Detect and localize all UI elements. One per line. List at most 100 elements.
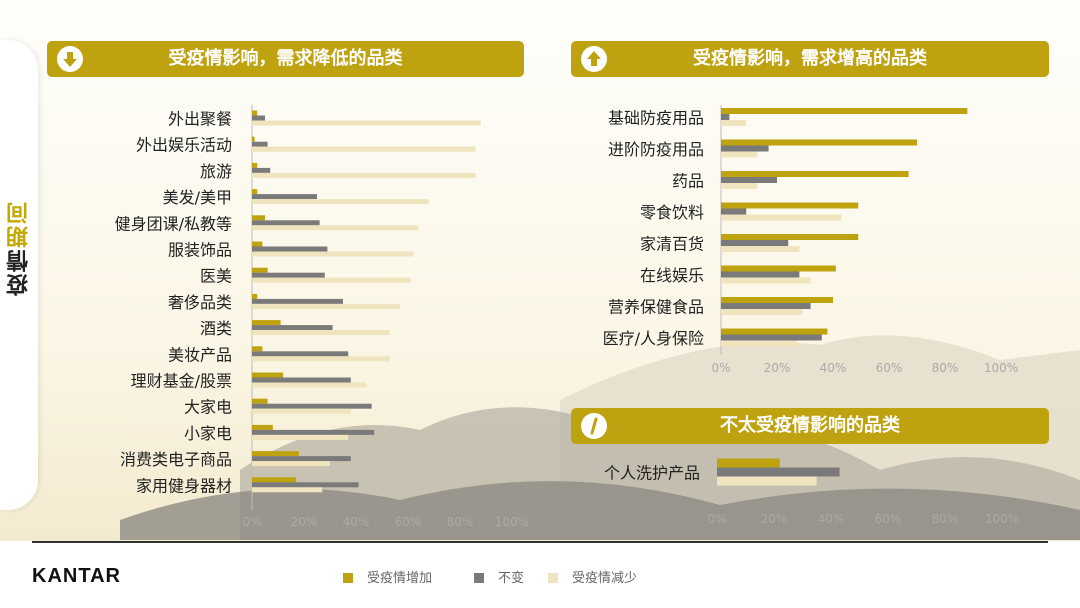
chart-neutral-tick-label: 40% xyxy=(818,512,845,526)
chart-decrease-category-label: 美发/美甲 xyxy=(163,188,232,207)
chart-increase-bar-increase xyxy=(721,139,917,146)
chart-increase-category-label: 营养保健食品 xyxy=(608,298,704,317)
chart-decrease-bar-increase xyxy=(252,320,281,326)
arrow-down-icon xyxy=(57,46,83,72)
chart-decrease-tick-label: 0% xyxy=(242,515,261,529)
chart-decrease-category-label: 健身团课/私教等 xyxy=(115,214,232,233)
chart-decrease-tick-label: 100% xyxy=(495,515,529,529)
chart-neutral-bar-increase xyxy=(717,458,780,468)
header-neutral: 不太受疫情影响的品类 xyxy=(571,408,1049,444)
chart-neutral-tick-label: 100% xyxy=(985,512,1019,526)
chart-increase-bar-increase xyxy=(721,234,859,240)
chart-increase-category-label: 家清百货 xyxy=(640,235,704,254)
chart-increase-bar-decrease xyxy=(721,277,811,284)
header-increase-title: 受疫情影响，需求增高的品类 xyxy=(693,48,927,69)
chart-decrease-bar-increase xyxy=(252,293,258,299)
chart-increase-bar-same xyxy=(721,334,822,341)
chart-decrease-bar-same xyxy=(252,141,268,147)
chart-increase-category-label: 进阶防疫用品 xyxy=(608,140,704,159)
chart-increase-tick-label: 80% xyxy=(932,361,959,375)
chart-increase-bar-decrease xyxy=(721,340,797,347)
side-tab xyxy=(0,40,38,510)
chart-increase-bar-decrease xyxy=(721,309,803,315)
chart-decrease-bar-same xyxy=(252,272,325,278)
chart-increase-category-label: 在线娱乐 xyxy=(640,266,704,285)
chart-increase-bar-decrease xyxy=(721,246,800,252)
chart-decrease-category-label: 家用健身器材 xyxy=(136,476,232,495)
chart-decrease-bar-decrease xyxy=(252,225,419,231)
chart-decrease-category-label: 小家电 xyxy=(184,424,232,443)
footer-divider xyxy=(32,541,1048,543)
chart-increase-category-label: 基础防疫用品 xyxy=(608,109,704,128)
chart-decrease-category-label: 旅游 xyxy=(200,162,232,181)
chart-decrease-bar-increase xyxy=(252,241,263,247)
chart-decrease-bar-decrease xyxy=(252,408,351,414)
chart-decrease-bar-same xyxy=(252,377,351,383)
chart-decrease-tick-label: 60% xyxy=(395,515,422,529)
chart-increase-category-label: 药品 xyxy=(672,172,704,191)
chart-decrease-category-label: 服装饰品 xyxy=(168,241,232,260)
chart-neutral-category-label: 个人洗护产品 xyxy=(604,464,700,483)
chart-decrease-bar-decrease xyxy=(252,199,429,205)
chart-decrease-bar-increase xyxy=(252,424,273,430)
chart-decrease-bar-same xyxy=(252,429,375,435)
chart-decrease-bar-increase xyxy=(252,136,255,142)
chart-decrease-bar-same xyxy=(252,325,333,331)
chart-decrease-category-label: 美妆产品 xyxy=(168,345,232,364)
chart-decrease-bar-same xyxy=(252,351,349,357)
chart-increase-bar-same xyxy=(721,177,777,183)
chart-decrease-category-label: 外出聚餐 xyxy=(168,110,232,129)
chart-decrease-bar-decrease xyxy=(252,356,390,362)
legend-label-decrease: 受疫情减少 xyxy=(572,571,638,586)
chart-decrease-category-label: 酒类 xyxy=(200,319,232,338)
chart-decrease-bar-same xyxy=(252,482,359,488)
chart-increase-bar-same xyxy=(721,303,811,309)
chart-decrease-bar-decrease xyxy=(252,382,367,388)
header-increase: 受疫情影响，需求增高的品类 xyxy=(571,41,1049,77)
chart-increase-bar-increase xyxy=(721,265,836,272)
chart-neutral-tick-label: 60% xyxy=(875,512,902,526)
chart-neutral-bar-decrease xyxy=(717,476,817,486)
chart-decrease-bar-same xyxy=(252,456,351,462)
chart-neutral-tick-label: 80% xyxy=(932,512,959,526)
chart-decrease-bar-increase xyxy=(252,477,297,483)
chart-decrease-bar-increase xyxy=(252,110,258,116)
legend-label-same: 不变 xyxy=(498,571,525,586)
chart-decrease-bar-decrease xyxy=(252,172,476,178)
chart-decrease-category-label: 奢侈品类 xyxy=(168,293,232,312)
chart-decrease-bar-increase xyxy=(252,189,258,195)
chart-decrease-bar-same xyxy=(252,167,271,173)
chart-decrease-bar-decrease xyxy=(252,277,411,283)
chart-increase-category-label: 医疗/人身保险 xyxy=(603,329,704,348)
chart-increase-tick-label: 40% xyxy=(820,361,847,375)
chart-increase-bar-decrease xyxy=(721,151,758,158)
chart-increase-bar-increase xyxy=(721,202,859,209)
slash-icon xyxy=(581,413,607,439)
legend-item-decrease: 受疫情减少 xyxy=(548,567,637,586)
chart-decrease-tick-label: 80% xyxy=(447,515,474,529)
chart-neutral-tick-label: 20% xyxy=(761,512,788,526)
chart-increase-category-label: 零食饮料 xyxy=(640,203,704,222)
chart-neutral-bar-same xyxy=(717,467,840,477)
header-neutral-title: 不太受疫情影响的品类 xyxy=(720,415,900,436)
chart-increase-bar-decrease xyxy=(721,120,747,126)
chart-increase-tick-label: 60% xyxy=(876,361,903,375)
chart-decrease-bar-decrease xyxy=(252,487,323,493)
chart-increase-tick-label: 0% xyxy=(711,361,730,375)
chart-decrease-bar-increase xyxy=(252,398,268,404)
chart-decrease-category-label: 大家电 xyxy=(184,398,232,417)
chart-decrease-bar-decrease xyxy=(252,120,481,126)
legend-swatch-decrease xyxy=(548,573,558,583)
kantar-logo: KANTAR xyxy=(32,565,121,587)
chart-increase-bar-decrease xyxy=(721,214,842,221)
chart-increase-bar-same xyxy=(721,208,747,215)
chart-decrease-bar-decrease xyxy=(252,330,390,336)
chart-increase-tick-label: 100% xyxy=(984,361,1018,375)
chart-decrease-bar-same xyxy=(252,115,265,121)
chart-decrease-bar-decrease xyxy=(252,434,349,440)
legend-item-increase: 受疫情增加 xyxy=(343,567,432,586)
chart-decrease-bar-same xyxy=(252,298,343,304)
chart-increase-bar-same xyxy=(721,271,800,278)
chart-decrease-bar-increase xyxy=(252,346,263,352)
